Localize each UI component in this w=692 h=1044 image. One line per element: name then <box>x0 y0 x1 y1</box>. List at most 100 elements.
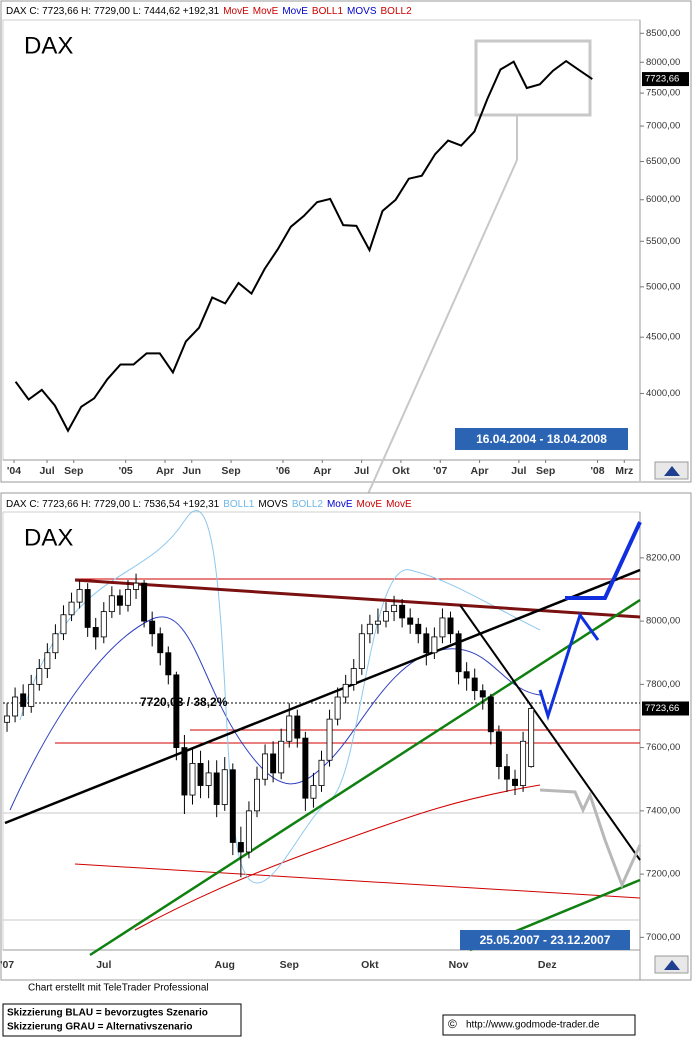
candle-body <box>471 677 478 692</box>
chart-header: DAX C: 7723,66 H: 7729,00 L: 7536,54 +19… <box>6 499 412 510</box>
range-box <box>460 930 630 950</box>
candle-body <box>213 772 220 805</box>
candle-body <box>528 708 535 767</box>
candle-body <box>310 785 317 799</box>
chart-title: DAX <box>24 524 73 551</box>
candle-body <box>294 715 301 739</box>
legend-text: Skizzierung BLAU = bevorzugtes Szenario <box>7 1008 208 1019</box>
copyright: © <box>448 1017 457 1031</box>
range-label: 16.04.2004 - 18.04.2008 <box>476 432 607 446</box>
plot-area <box>2 511 641 951</box>
indicator-legend: MovE <box>223 6 249 17</box>
candle-body <box>503 766 510 780</box>
candle-body <box>358 633 365 669</box>
candle-body <box>245 810 252 853</box>
candle-body <box>431 636 438 654</box>
x-tick-label: Apr <box>156 465 174 477</box>
x-tick-label: Okt <box>361 959 379 971</box>
candle-body <box>52 633 59 654</box>
candle-body <box>229 769 236 843</box>
candle-body <box>463 671 470 679</box>
y-tick-label: 4000,00 <box>646 388 680 399</box>
candle-body <box>20 693 27 707</box>
x-tick-label: Okt <box>392 465 410 477</box>
y-tick-label: 8200,00 <box>646 552 680 563</box>
y-tick-label: 5500,00 <box>646 236 680 247</box>
last-value-tag <box>642 701 689 716</box>
candle-body <box>197 763 204 786</box>
x-tick-label: '04 <box>7 465 21 477</box>
trend-line <box>459 604 641 861</box>
candle-body <box>125 589 131 606</box>
candle-body <box>108 595 115 613</box>
candle-body <box>84 589 91 628</box>
last-value-label: 7723,66 <box>645 703 679 714</box>
candle-body <box>512 778 518 786</box>
candle-body <box>100 611 107 638</box>
range-label: 25.05.2007 - 23.12.2007 <box>480 933 611 947</box>
trend-line <box>89 598 641 957</box>
x-tick-label: Sep <box>536 465 555 477</box>
candle-body <box>455 633 462 673</box>
url[interactable]: http://www.godmode-trader.de <box>466 1020 600 1031</box>
annotation: 7720,03 / 38,2% <box>140 695 228 709</box>
x-tick-label: '07 <box>0 959 14 971</box>
y-tick-label: 4500,00 <box>646 332 680 343</box>
bollinger-band <box>19 510 541 884</box>
chart-header: DAX C: 7723,66 H: 7729,00 L: 7444,62 +19… <box>6 6 412 17</box>
x-tick-label: Apr <box>313 465 331 477</box>
y-tick-label: 8000,00 <box>646 616 680 627</box>
tool-icon <box>664 466 680 476</box>
chart: DAX C: 7723,66 H: 7729,00 L: 7444,62 +19… <box>6 6 689 477</box>
candle-body <box>447 617 454 635</box>
candle-body <box>278 740 285 774</box>
candle-body <box>334 696 341 720</box>
candle-body <box>407 617 414 625</box>
x-tick-label: '06 <box>276 465 290 477</box>
trend-line <box>74 578 641 619</box>
indicator-legend: MovE <box>253 6 279 17</box>
x-tick-label: '07 <box>433 465 447 477</box>
chart-title: DAX <box>24 32 73 59</box>
candle-body <box>36 668 43 685</box>
candle-body <box>237 842 244 853</box>
y-tick-label: 8000,00 <box>646 57 680 68</box>
candle-body <box>318 759 325 786</box>
y-tick-label: 7200,00 <box>646 869 680 880</box>
candle-body <box>221 769 228 805</box>
candle-body <box>44 652 51 669</box>
indicator-legend: BOLL1 <box>223 499 255 510</box>
candle-body <box>116 595 123 606</box>
trend-line <box>4 568 641 825</box>
candle-body <box>92 627 99 638</box>
scenario-gray <box>539 788 642 889</box>
legend-box <box>2 1003 242 1037</box>
indicator-legend: MovE <box>357 499 383 510</box>
candle-body <box>350 668 357 685</box>
x-tick-label: Dez <box>538 959 557 971</box>
candle-body <box>270 753 277 774</box>
y-tick-label: 7800,00 <box>646 679 680 690</box>
y-tick-label: 6500,00 <box>646 156 680 167</box>
candle-body <box>4 715 11 723</box>
trend-line <box>74 863 641 899</box>
candle-body <box>383 611 389 622</box>
candle-body <box>342 683 349 698</box>
candle-body <box>28 683 35 707</box>
x-tick-label: Apr <box>471 465 489 477</box>
x-tick-label: Sep <box>221 465 240 477</box>
legend-text: Skizzierung GRAU = Alternativszenario <box>7 1022 193 1033</box>
candle-body <box>262 753 269 780</box>
candle-body <box>189 763 196 796</box>
scenario-blue <box>565 521 642 600</box>
x-tick-label: Jul <box>96 959 111 971</box>
candle-body <box>439 617 446 638</box>
candle-body <box>254 778 260 812</box>
header-quote: DAX C: 7723,66 H: 7729,00 L: 7536,54 +19… <box>6 499 220 510</box>
candle-body <box>12 696 19 717</box>
x-tick-label: '08 <box>590 465 604 477</box>
overlays <box>3 510 642 957</box>
indicator-legend: MovE <box>386 499 412 510</box>
y-tick-label: 7600,00 <box>646 742 680 753</box>
